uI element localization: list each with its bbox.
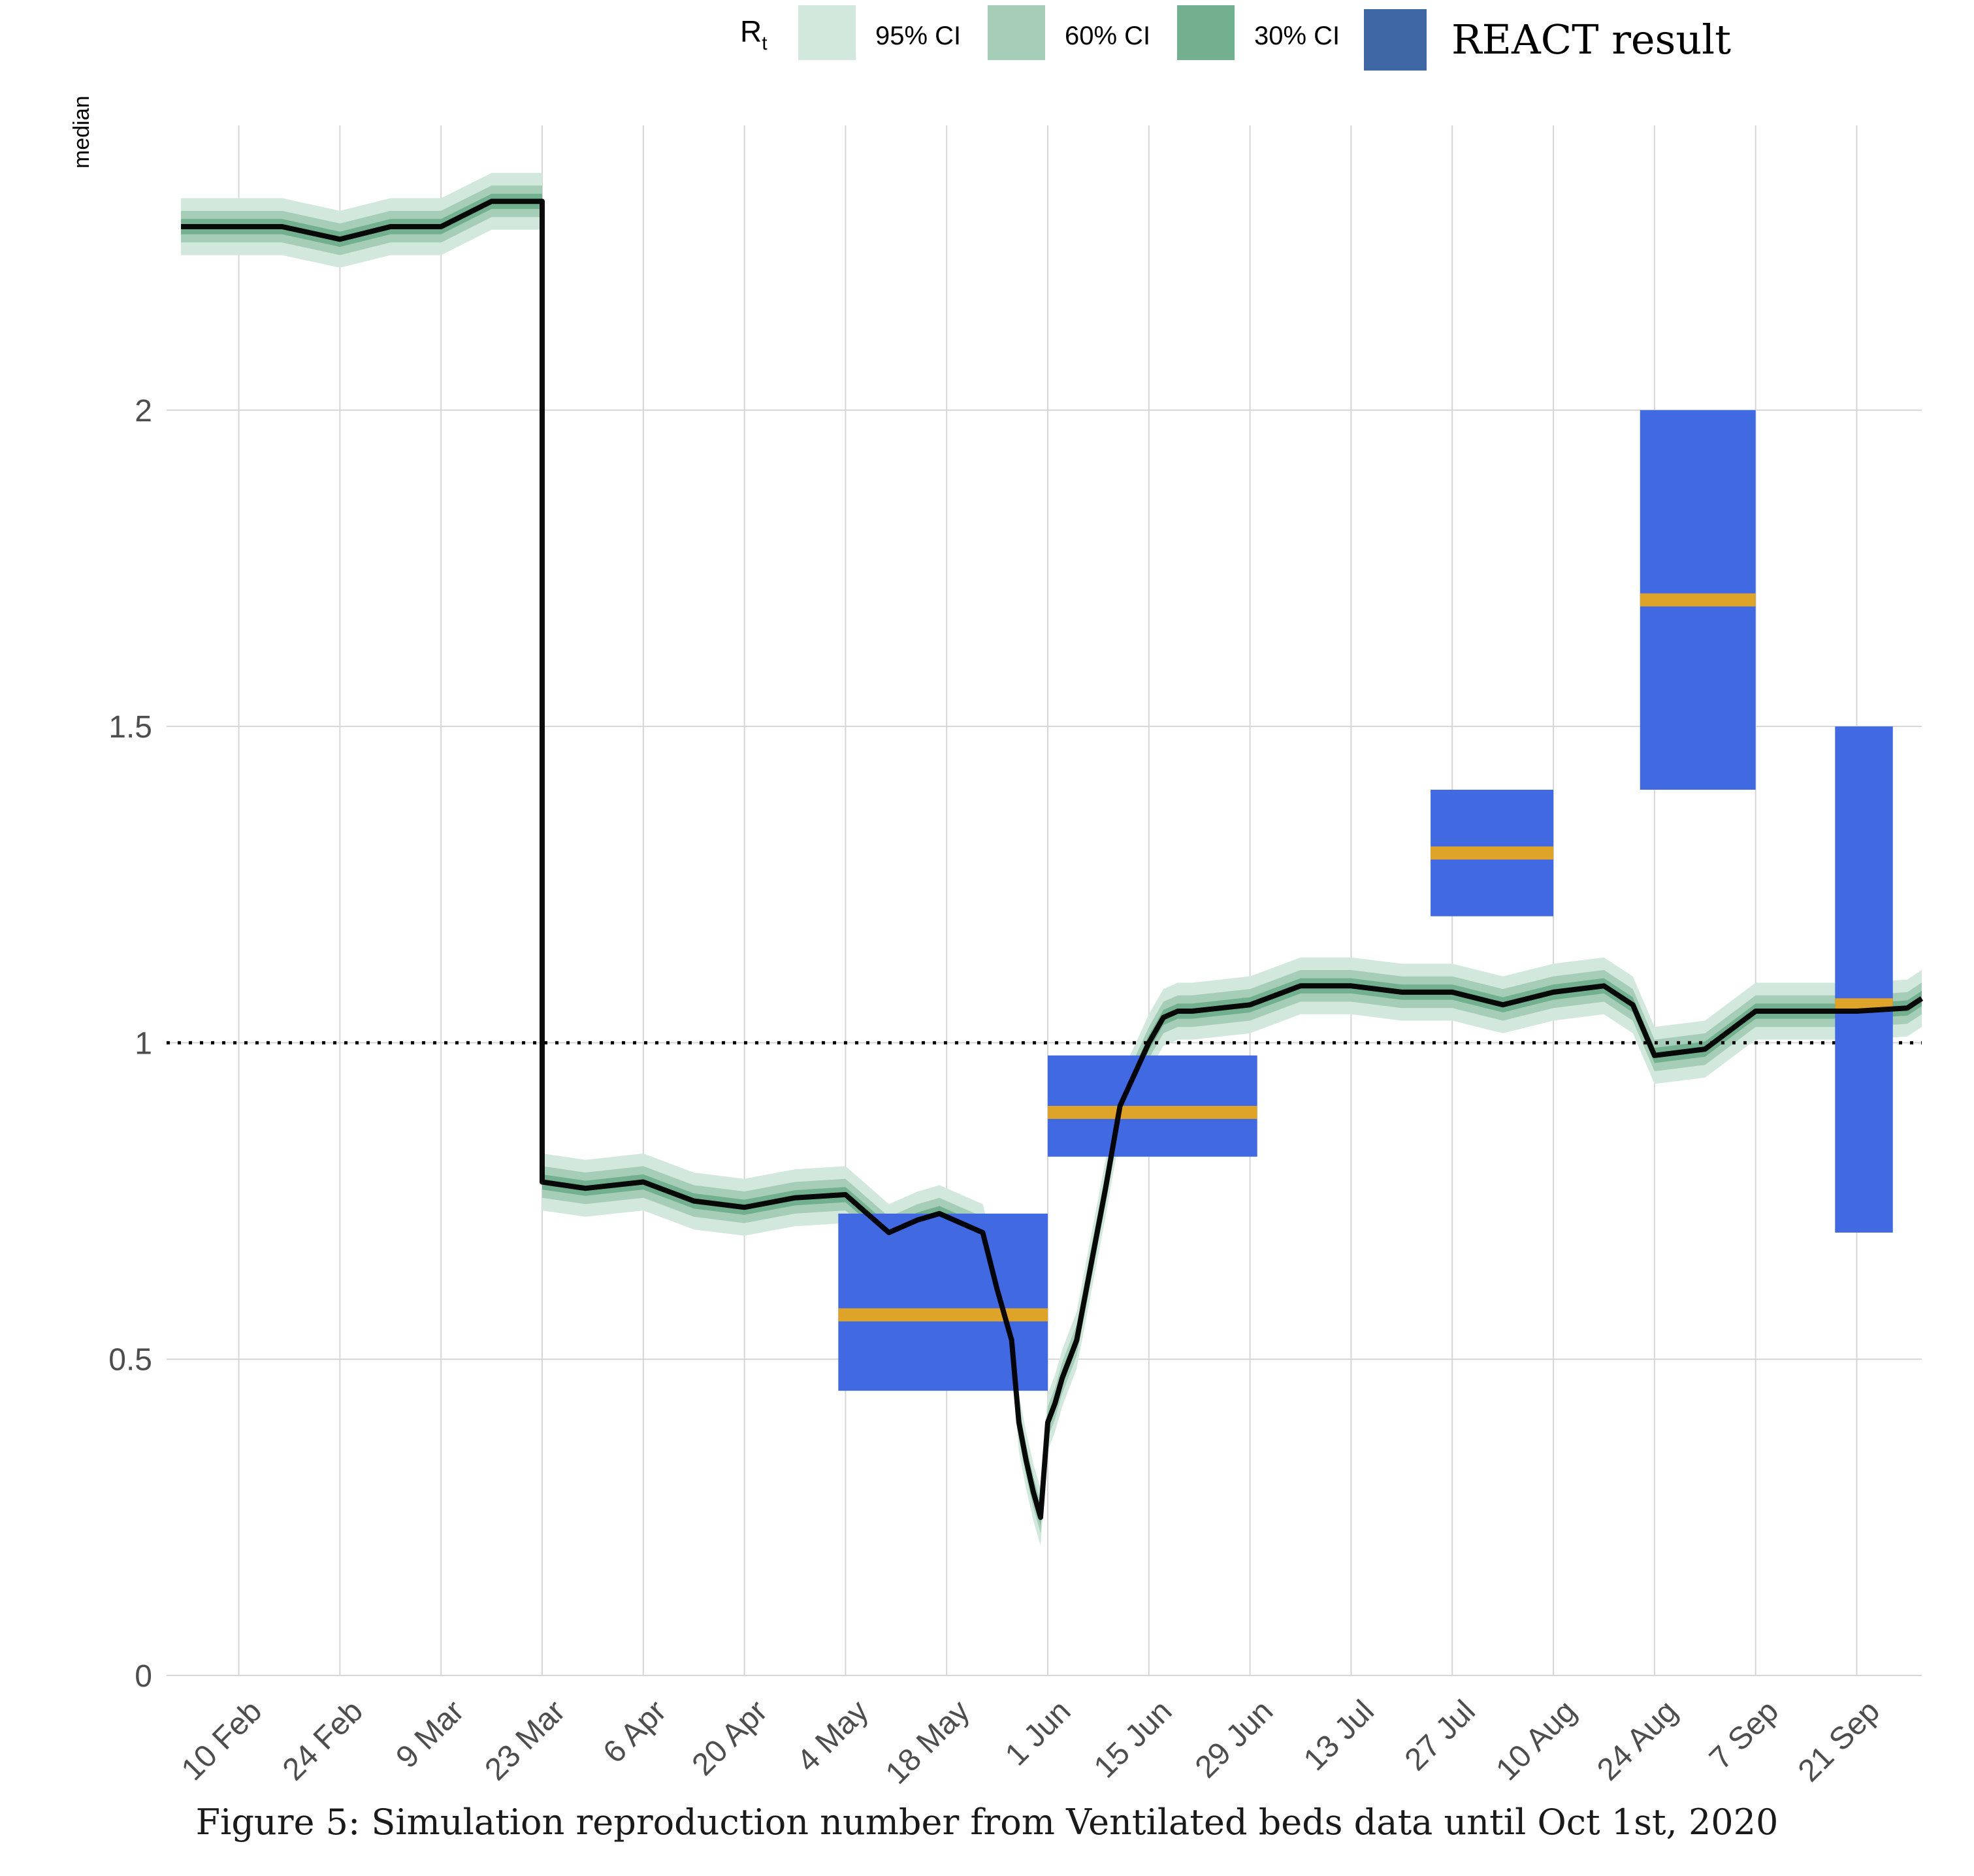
x-tick-label: 20 Apr	[686, 1694, 775, 1783]
x-tick-label: 10 Aug	[1489, 1694, 1583, 1787]
legend-label-30ci: 30% CI	[1254, 22, 1340, 50]
x-tick-label: 4 May	[790, 1694, 875, 1779]
median-line	[181, 199, 1924, 1520]
band-ci60	[181, 186, 1922, 1534]
legend: Rt 95% CI 60% CI 30% CI REACT result	[740, 5, 1731, 71]
legend-label-60ci: 60% CI	[1065, 22, 1150, 50]
x-tick-label: 18 May	[879, 1694, 977, 1791]
x-tick-label: 24 Aug	[1591, 1694, 1684, 1787]
figure-caption: Figure 5: Simulation reproduction number…	[196, 1802, 1779, 1843]
x-tick-label: 6 Apr	[597, 1694, 673, 1770]
react-box-4	[1835, 726, 1893, 1233]
x-tick-label: 27 Jul	[1399, 1694, 1482, 1777]
legend-title: Rt	[740, 14, 768, 54]
react-mid-3	[1640, 593, 1756, 607]
react-mid-0	[838, 1308, 1048, 1321]
x-tick-label: 29 Jun	[1189, 1694, 1280, 1785]
legend-label-react: REACT result	[1451, 16, 1731, 63]
legend-label-95ci: 95% CI	[875, 22, 961, 50]
y-tick-label: 1.5	[108, 710, 152, 745]
y-axis-label: median	[69, 95, 94, 169]
react-mid-2	[1431, 846, 1554, 860]
react-mid-1	[1048, 1105, 1257, 1119]
legend-swatch-95ci	[798, 5, 856, 60]
y-axis-ticks: 0 0.5 1 1.5 2	[108, 394, 152, 1694]
x-tick-label: 1 Jun	[999, 1694, 1078, 1773]
y-tick-label: 2	[135, 394, 152, 429]
band-ci30	[181, 193, 1922, 1525]
x-tick-label: 10 Feb	[175, 1694, 268, 1787]
legend-swatch-60ci	[988, 5, 1045, 60]
x-tick-label: 23 Mar	[478, 1694, 572, 1787]
legend-swatch-30ci	[1177, 5, 1235, 60]
x-tick-label: 24 Feb	[276, 1694, 370, 1787]
y-tick-label: 1	[135, 1026, 152, 1061]
x-axis-ticks: 10 Feb 24 Feb 9 Mar 23 Mar 6 Apr 20 Apr 4 May 1…	[175, 1694, 1886, 1791]
x-tick-label: 13 Jul	[1297, 1694, 1381, 1777]
react-results	[838, 410, 1893, 1391]
x-tick-label: 15 Jun	[1088, 1694, 1178, 1785]
band-ci95	[181, 172, 1922, 1546]
legend-swatch-react	[1364, 9, 1427, 71]
x-tick-label: 9 Mar	[389, 1694, 470, 1775]
x-tick-label: 21 Sep	[1792, 1694, 1886, 1788]
y-tick-label: 0	[135, 1659, 152, 1694]
y-tick-label: 0.5	[108, 1343, 152, 1378]
x-tick-label: 7 Sep	[1703, 1694, 1785, 1776]
confidence-bands	[181, 172, 1922, 1546]
